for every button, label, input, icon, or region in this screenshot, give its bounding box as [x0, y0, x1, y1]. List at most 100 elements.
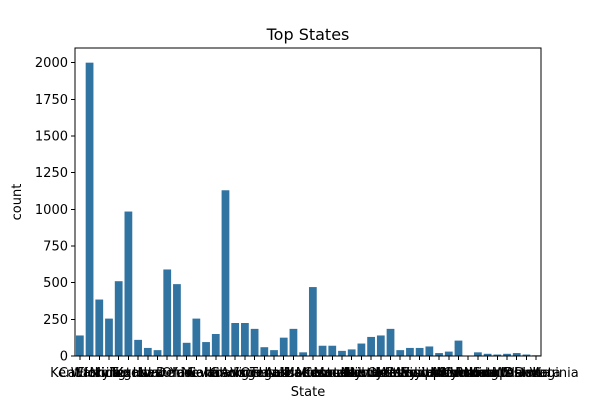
x-tick-label: Washington: [71, 366, 147, 381]
bar: [444, 351, 453, 356]
bar: [241, 323, 249, 356]
bar: [367, 336, 375, 356]
x-tick-label: North Carolina: [344, 366, 438, 381]
y-tick-label: 750: [43, 240, 68, 255]
x-tick-label: Wisconsin: [397, 366, 462, 381]
bar: [328, 345, 337, 356]
x-tick-label: Maine: [284, 366, 323, 381]
bar: [474, 352, 482, 356]
bar: [289, 328, 298, 356]
bar: [134, 339, 142, 356]
bar: [163, 269, 172, 356]
x-tick-label: Alabama: [265, 366, 322, 381]
x-axis-label: State: [291, 385, 325, 400]
x-tick-label: Massachusetts: [313, 366, 409, 381]
bar: [143, 347, 152, 356]
bar: [386, 328, 395, 356]
y-tick-label: 2000: [35, 56, 68, 71]
x-tick-label: Rhode Island: [455, 366, 539, 381]
bar: [415, 347, 424, 356]
bar: [522, 354, 531, 356]
y-tick-label: 250: [43, 313, 68, 328]
x-tick-label: North Dakota: [464, 366, 551, 381]
bar: [318, 345, 327, 356]
bar: [357, 343, 366, 356]
x-tick-label: Illinois: [205, 366, 246, 381]
y-tick-label: 1250: [35, 166, 68, 181]
x-tick-label: New Hampshire: [436, 366, 539, 381]
x-tick-label: Iowa: [133, 366, 163, 381]
x-tick-label: South Carolina: [401, 366, 496, 381]
bar: [260, 347, 269, 356]
x-tick-label: Virginia: [230, 366, 279, 381]
x-tick-label: Wyoming: [438, 366, 499, 381]
x-tick-label: Michigan: [90, 366, 148, 381]
x-tick-label: Texas: [109, 366, 146, 381]
x-tick-label: Maryland: [389, 366, 449, 381]
x-tick-label: Indiana: [172, 366, 220, 381]
bar: [202, 342, 210, 356]
bar: [221, 190, 230, 356]
bar: [406, 347, 414, 356]
bar: [308, 287, 317, 356]
x-tick-label: Tennessee: [249, 366, 318, 381]
x-tick-label: Louisiana: [321, 366, 382, 381]
bar: [396, 350, 405, 356]
x-tick-label: Kansas: [115, 366, 161, 381]
bar: [493, 354, 502, 356]
x-tick-label: Vermont: [450, 366, 505, 381]
x-tick-label: Connecticut: [303, 366, 381, 381]
bar: [231, 323, 240, 356]
bar: [85, 62, 94, 357]
bar: [250, 328, 259, 356]
bar: [114, 281, 123, 356]
x-axis: KentuckyCaliforniaFloridaWashingtonMichi…: [50, 356, 579, 381]
bar: [425, 346, 434, 356]
plot-frame: [74, 47, 542, 357]
bar: [105, 318, 113, 356]
x-tick-label: Mississippi: [375, 366, 444, 381]
bar: [279, 337, 288, 356]
bar: [503, 353, 511, 356]
y-tick-label: 1750: [35, 93, 68, 108]
bar: [192, 318, 201, 356]
bars: [75, 62, 541, 357]
bar: [299, 352, 308, 356]
x-tick-label: South Dakota: [473, 366, 561, 381]
bar: [75, 335, 84, 356]
x-tick-label: West Virginia: [494, 366, 579, 381]
x-tick-label: Kentucky: [50, 366, 110, 381]
y-axis: 0 250 500 750 1000 1250 1500 1750 2000: [35, 56, 75, 365]
bar: [270, 350, 278, 356]
bar: [454, 340, 463, 356]
x-tick-label: Georgia: [210, 366, 261, 381]
x-tick-label: New York: [137, 366, 197, 381]
x-tick-label: Nebraska: [340, 366, 401, 381]
bar: [376, 335, 385, 356]
x-tick-label: Delaware: [156, 366, 217, 381]
x-tick-label: Florida: [77, 366, 121, 381]
x-tick-label: New Jersey: [345, 366, 417, 381]
y-tick-label: 500: [43, 276, 68, 291]
bar: [512, 353, 521, 356]
x-tick-label: Colorado: [187, 366, 245, 381]
bar: [338, 350, 346, 356]
bar: [347, 349, 356, 356]
y-axis-label: count: [10, 184, 25, 221]
bar: [173, 284, 181, 356]
bar: [124, 211, 133, 356]
x-tick-label: Alaska: [505, 366, 548, 381]
bar: [435, 353, 443, 356]
x-tick-label: Minnesota: [279, 366, 346, 381]
x-tick-label: Montana: [430, 366, 487, 381]
chart-title: Top States: [266, 25, 350, 44]
x-tick-label: Ohio: [162, 366, 192, 381]
x-tick-label: Missouri: [296, 366, 350, 381]
y-tick-label: 1000: [35, 203, 68, 218]
y-tick-label: 0: [60, 350, 68, 365]
x-tick-label: California: [59, 366, 121, 381]
x-tick-label: Utah: [259, 366, 290, 381]
bar: [95, 299, 104, 356]
bar: [153, 350, 162, 356]
x-tick-label: Oklahoma: [367, 366, 433, 381]
